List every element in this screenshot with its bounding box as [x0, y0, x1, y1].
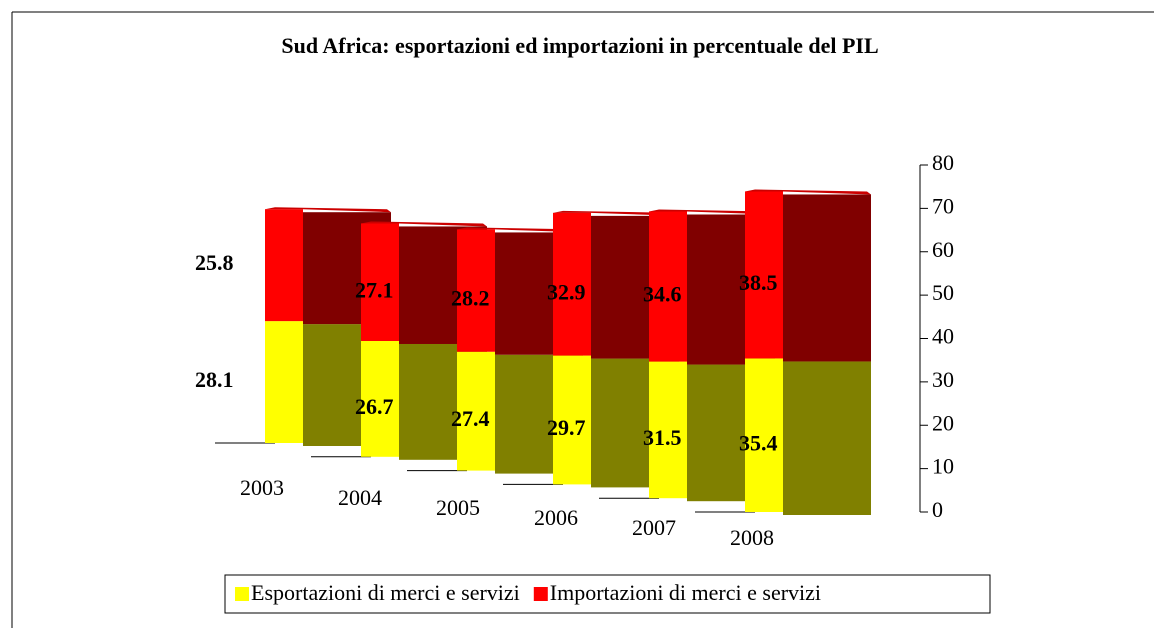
bar [649, 211, 687, 362]
x-tick-label: 2003 [240, 475, 284, 500]
value-label: 25.8 [195, 250, 234, 275]
chart-title: Sud Africa: esportazioni ed importazioni… [281, 33, 878, 58]
x-tick-label: 2007 [632, 515, 676, 540]
value-label: 28.1 [195, 367, 234, 392]
value-label: 27.1 [355, 277, 394, 302]
bar-top [265, 207, 391, 213]
value-label: 32.9 [547, 279, 586, 304]
bar [265, 321, 303, 443]
value-label: 27.4 [451, 406, 490, 431]
legend-swatch [533, 587, 548, 601]
x-tick-label: 2005 [436, 495, 480, 520]
bar [553, 212, 591, 356]
legend-label: Esportazioni di merci e servizi [251, 580, 520, 605]
legend [224, 574, 991, 614]
y-tick-label: 60 [932, 237, 954, 262]
bar [457, 229, 495, 352]
y-tick-label: 30 [932, 367, 954, 392]
bar [457, 351, 495, 471]
value-label: 29.7 [547, 415, 586, 440]
y-tick-label: 10 [932, 454, 954, 479]
y-tick-label: 40 [932, 324, 954, 349]
value-label: 31.5 [643, 425, 682, 450]
bar [265, 209, 303, 322]
value-label: 38.5 [739, 270, 778, 295]
legend-swatch [235, 587, 249, 601]
x-tick-label: 2004 [338, 485, 382, 510]
bar-side [783, 361, 871, 515]
x-tick-label: 2008 [730, 525, 774, 550]
x-tick-label: 2006 [534, 505, 578, 530]
value-label: 26.7 [355, 394, 394, 419]
bar [361, 223, 399, 341]
bar [649, 361, 687, 499]
bar [745, 191, 783, 359]
bar [745, 358, 783, 512]
y-tick-label: 50 [932, 280, 954, 305]
bar-side [783, 194, 871, 362]
bar [361, 340, 399, 457]
y-tick-label: 0 [932, 497, 943, 522]
y-tick-label: 20 [932, 410, 954, 435]
value-label: 34.6 [643, 282, 682, 307]
value-label: 28.2 [451, 286, 490, 311]
bar-top [649, 209, 775, 215]
bar-top [553, 210, 679, 216]
bar-top [457, 227, 583, 233]
bar [553, 355, 591, 485]
y-tick-label: 80 [932, 150, 954, 175]
value-label: 35.4 [739, 430, 778, 455]
bar-top [745, 189, 871, 195]
y-tick-label: 70 [932, 193, 954, 218]
bar-top [361, 221, 487, 227]
legend-label: Importazioni di merci e servizi [550, 580, 821, 605]
